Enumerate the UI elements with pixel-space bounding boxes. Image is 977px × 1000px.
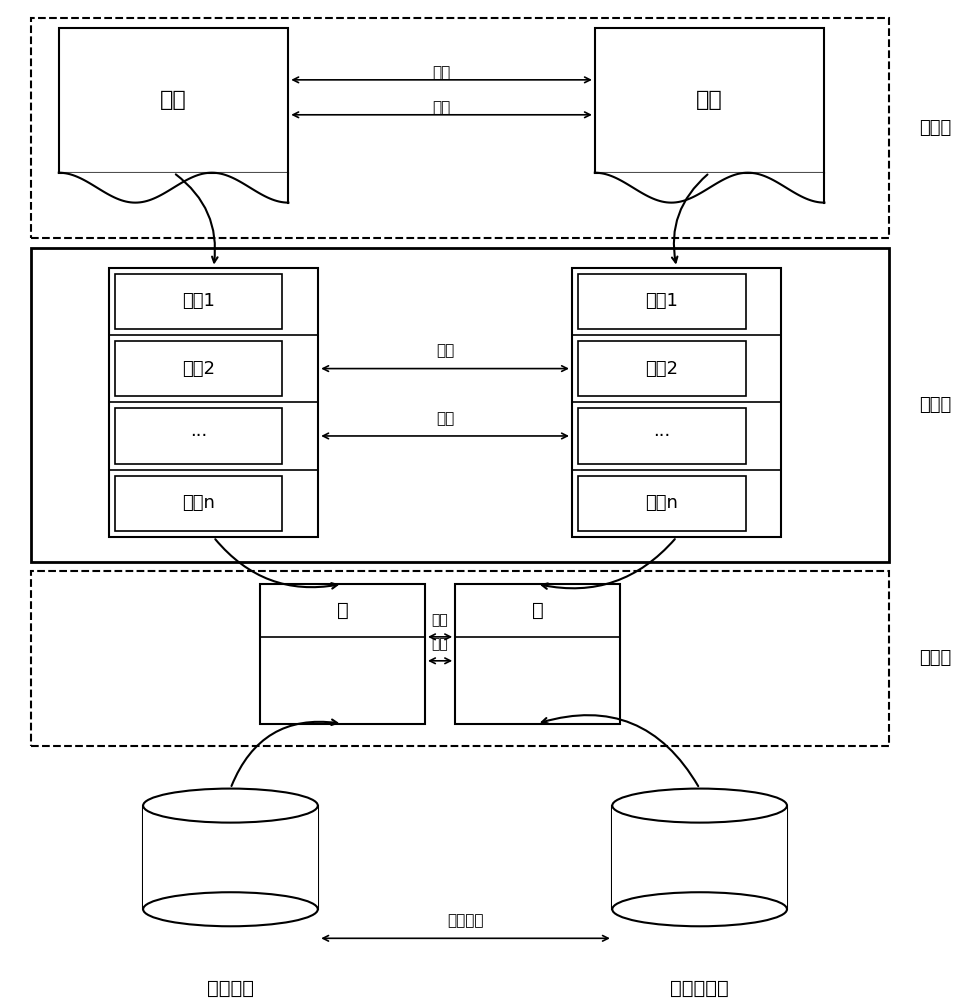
Text: 层次二: 层次二 xyxy=(919,396,952,414)
Text: 源数据库: 源数据库 xyxy=(207,979,254,998)
Text: 映射: 映射 xyxy=(432,637,448,651)
Bar xyxy=(114,408,282,464)
Text: 层次三: 层次三 xyxy=(919,119,952,137)
Text: 目标数据库: 目标数据库 xyxy=(670,979,729,998)
Bar xyxy=(455,584,619,724)
Bar xyxy=(261,584,425,724)
Text: 层次一: 层次一 xyxy=(919,649,952,667)
Bar xyxy=(59,28,288,173)
Polygon shape xyxy=(595,173,825,203)
Ellipse shape xyxy=(143,892,318,926)
Polygon shape xyxy=(59,173,288,203)
Text: 字段2: 字段2 xyxy=(645,360,678,378)
Bar xyxy=(31,571,889,746)
Text: 数据转换: 数据转换 xyxy=(446,913,484,928)
Bar xyxy=(613,806,786,909)
Bar xyxy=(572,268,782,537)
Bar xyxy=(577,341,745,396)
Bar xyxy=(577,274,745,329)
Ellipse shape xyxy=(613,892,786,926)
Bar xyxy=(595,28,825,173)
Bar xyxy=(577,408,745,464)
Bar xyxy=(108,268,319,537)
Text: 数据: 数据 xyxy=(160,90,187,110)
Text: 映射: 映射 xyxy=(432,100,450,115)
Text: 映射: 映射 xyxy=(436,411,454,426)
Bar xyxy=(577,476,745,531)
Text: 字段1: 字段1 xyxy=(182,292,215,310)
Text: 字段1: 字段1 xyxy=(645,292,678,310)
Bar xyxy=(31,18,889,238)
Text: 字段n: 字段n xyxy=(645,494,678,512)
Text: 映射: 映射 xyxy=(432,65,450,80)
Bar xyxy=(114,274,282,329)
Text: 表: 表 xyxy=(337,601,349,620)
Bar xyxy=(31,248,889,562)
Bar xyxy=(143,806,318,909)
Text: 字段2: 字段2 xyxy=(182,360,215,378)
Ellipse shape xyxy=(613,789,786,823)
Bar xyxy=(114,341,282,396)
Text: 字段n: 字段n xyxy=(182,494,215,512)
Bar xyxy=(114,476,282,531)
Text: 映射: 映射 xyxy=(436,344,454,359)
Text: 数据: 数据 xyxy=(697,90,723,110)
Text: ···: ··· xyxy=(190,427,207,445)
Text: 表: 表 xyxy=(531,601,543,620)
Text: ···: ··· xyxy=(653,427,670,445)
Ellipse shape xyxy=(143,789,318,823)
Text: 映射: 映射 xyxy=(432,613,448,627)
